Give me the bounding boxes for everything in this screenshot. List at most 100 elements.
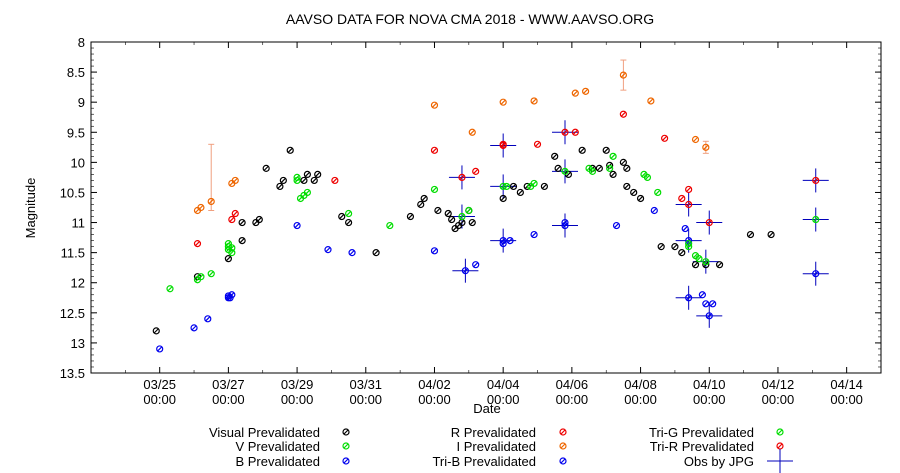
v-prevalidated-point [197,273,205,281]
b-prevalidated-point [709,300,717,308]
r-prevalidated-point [685,185,693,194]
visual-prevalidated-point [238,218,246,227]
visual-prevalidated-point [420,194,428,203]
r-prevalidated-point [571,128,579,136]
y-tick-label: 8 [78,35,85,50]
visual-prevalidated-point [715,261,724,269]
y-tick-label: 9 [78,95,85,110]
plot-area [90,41,882,374]
visual-prevalidated-point [746,230,755,239]
x-tick-label-time: 00:00 [556,392,589,407]
visual-prevalidated-point [691,261,700,269]
tri-r-prevalidated-point [561,128,569,136]
visual-prevalidated-point [636,194,645,203]
visual-prevalidated-point [279,176,287,185]
x-tick-label-date: 04/12 [762,377,795,392]
x-axis: 03/2500:0003/2700:0003/2900:0003/3100:00… [125,42,863,407]
legend: Visual Prevalidated V Prevalidated B Pre… [209,425,793,473]
r-prevalidated-point [619,110,627,118]
b-prevalidated-point [430,247,439,255]
v-prevalidated-point [530,179,538,188]
v-prevalidated-point [228,244,236,252]
legend-marker-visual-prevalidated [342,428,350,436]
visual-prevalidated-point [619,158,627,166]
i-prevalidated-point [197,203,205,212]
b-prevalidated-point [228,291,236,299]
visual-prevalidated-point [444,209,452,218]
x-tick-label-time: 00:00 [418,392,451,407]
y-tick-label: 9.5 [67,125,85,140]
x-tick-label-time: 00:00 [212,392,245,407]
v-prevalidated-point [207,270,215,278]
legend-marker-i-prevalidated [559,442,567,450]
visual-prevalidated-point [224,255,232,263]
visual-prevalidated-point [630,188,638,197]
i-prevalidated-point [582,87,590,95]
legend-marker-tri-r-prevalidated [776,442,784,450]
tri-g-prevalidated-point [702,258,710,266]
y-tick-label: 8.5 [67,65,85,80]
x-tick-label-date: 03/29 [281,377,314,392]
visual-prevalidated-point [767,230,775,239]
b-prevalidated-point [204,315,212,323]
x-tick-label-time: 00:00 [624,392,657,407]
legend-label-tri-g: Tri-G Prevalidated [649,425,754,440]
legend-marker-b-prevalidated [342,457,350,465]
r-prevalidated-point [661,134,669,142]
b-prevalidated-point [293,221,301,230]
visual-prevalidated-point [540,182,548,191]
visual-prevalidated-point [338,212,346,221]
visual-prevalidated-point [448,215,456,224]
visual-prevalidated-point [255,215,263,224]
tri-r-prevalidated-point [812,176,820,185]
legend-marker-tri-b-prevalidated [559,457,567,465]
visual-prevalidated-point [152,327,160,335]
b-prevalidated-point [698,291,706,299]
legend-label-r: R Prevalidated [451,425,536,440]
legend-label-jpg: Obs by JPG [684,454,754,469]
tri-b-prevalidated-point [705,312,713,320]
x-tick-label-time: 00:00 [487,392,520,407]
b-prevalidated-point [156,345,164,353]
v-prevalidated-point [643,173,652,182]
tri-g-prevalidated-point [812,215,820,224]
x-tick-label-date: 04/10 [693,377,726,392]
v-prevalidated-point [654,188,662,197]
visual-prevalidated-point [300,176,308,185]
r-prevalidated-point [193,240,202,248]
i-prevalidated-point [430,101,439,109]
v-prevalidated-point [228,249,236,257]
i-prevalidated-point [571,89,579,97]
tri-b-prevalidated-point [461,267,469,275]
b-prevalidated-point [348,249,356,257]
b-prevalidated-point [324,246,332,254]
legend-marker-obs-by-jpg [767,449,793,473]
visual-prevalidated-point [595,164,603,172]
visual-prevalidated-point [678,249,686,257]
x-tick-label-time: 00:00 [830,392,863,407]
tri-b-prevalidated-point [499,240,507,248]
y-tick-label: 13.5 [60,366,85,381]
v-prevalidated-point [386,221,394,230]
x-axis-label: Date [473,401,500,416]
x-tick-label-date: 04/06 [556,377,589,392]
visual-prevalidated-point [554,164,562,172]
y-tick-label: 12 [71,276,85,291]
chart-title: AAVSO DATA FOR NOVA CMA 2018 - WWW.AAVSO… [286,11,654,27]
y-tick-label: 11.5 [61,246,85,261]
visual-prevalidated-point [262,164,270,172]
data-points [152,59,829,353]
y-axis: 8 8.5 9 9.5 10 10.5 11 11.5 12 12.5 13 13.5 [60,35,881,381]
tri-r-prevalidated-point [705,218,713,227]
x-tick-label-date: 03/31 [350,377,383,392]
v-prevalidated-point [303,188,311,197]
visual-prevalidated-point [623,164,631,172]
y-tick-label: 13 [71,336,85,351]
visual-prevalidated-point [345,218,353,227]
legend-label-tri-r: Tri-R Prevalidated [650,439,754,454]
i-prevalidated-point [647,97,655,105]
visual-prevalidated-point [578,146,586,154]
r-prevalidated-point [472,167,480,175]
x-tick-label-time: 00:00 [350,392,383,407]
visual-prevalidated-point [657,243,665,251]
